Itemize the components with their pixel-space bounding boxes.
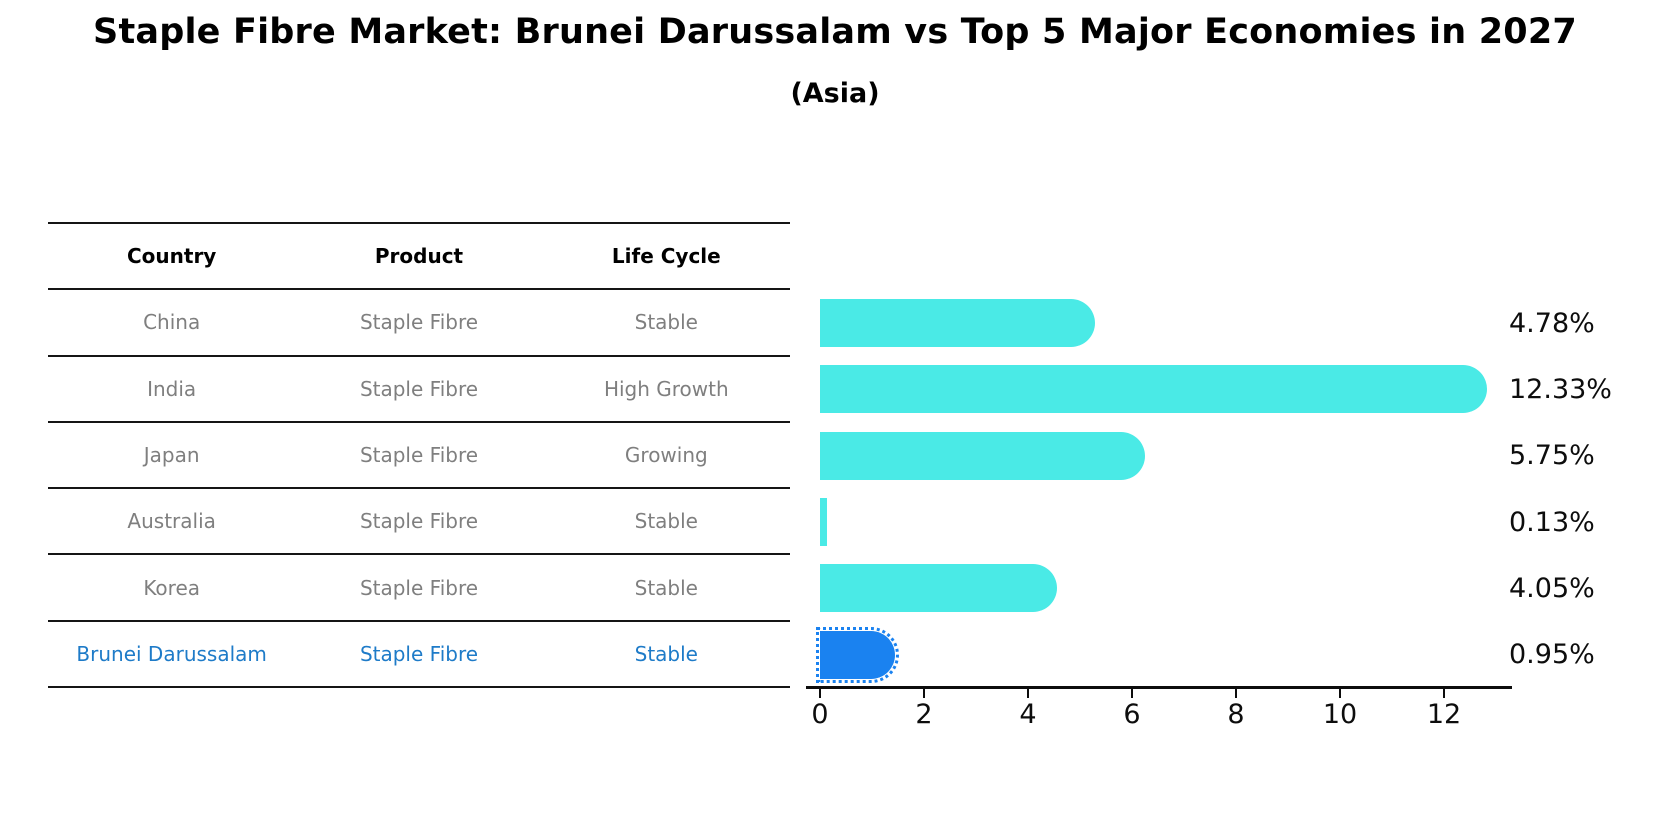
- value-label: 12.33%: [1509, 373, 1612, 405]
- table-row-india: India Staple Fibre High Growth: [48, 357, 790, 423]
- product-cell: Staple Fibre: [359, 641, 479, 666]
- country-cell: India: [147, 376, 197, 401]
- chart-subtitle: (Asia): [790, 78, 880, 109]
- bar-australia: [820, 498, 827, 547]
- life-cycle-cell: Stable: [634, 310, 698, 335]
- life-cycle-cell: Growing: [624, 443, 708, 468]
- value-label: 0.95%: [1509, 639, 1595, 671]
- x-axis-tick-mark: [923, 689, 925, 698]
- life-cycle-cell: High Growth: [603, 376, 729, 401]
- bar-plot-area: [815, 290, 1520, 688]
- country-cell: Korea: [143, 575, 201, 600]
- x-axis-tick-label: 8: [1227, 699, 1245, 730]
- value-label: 4.78%: [1509, 307, 1595, 339]
- country-cell: Japan: [143, 443, 200, 468]
- x-axis-tick-mark: [1443, 689, 1445, 698]
- table-row-korea: Korea Staple Fibre Stable: [48, 555, 790, 622]
- country-cell: Brunei Darussalam: [76, 641, 267, 666]
- bar-brunei-darussalam: [815, 626, 900, 683]
- column-header-product: Product: [374, 244, 464, 269]
- value-label: 4.05%: [1509, 572, 1595, 604]
- product-cell: Staple Fibre: [359, 310, 479, 335]
- product-cell: Staple Fibre: [359, 575, 479, 600]
- life-cycle-cell: Stable: [634, 641, 698, 666]
- x-axis-tick-mark: [1131, 689, 1133, 698]
- table-row-china: China Staple Fibre Stable: [48, 290, 790, 357]
- x-axis-line: [806, 686, 1512, 689]
- column-header-country: Country: [126, 244, 217, 269]
- x-axis-tick-label: 12: [1426, 699, 1462, 730]
- bar-japan: [820, 431, 1145, 480]
- x-axis-tick-mark: [819, 689, 821, 698]
- table-header-row: Country Product Life Cycle: [48, 224, 790, 291]
- table-row-brunei-darussalam: Brunei Darussalam Staple Fibre Stable: [48, 622, 790, 689]
- x-axis-tick-label: 4: [1019, 699, 1037, 730]
- x-axis-tick-mark: [1339, 689, 1341, 698]
- chart-title: Staple Fibre Market: Brunei Darussalam v…: [93, 12, 1577, 52]
- value-label: 0.13%: [1509, 506, 1595, 538]
- country-cell: China: [143, 310, 201, 335]
- table-row-japan: Japan Staple Fibre Growing: [48, 423, 790, 490]
- life-cycle-cell: Stable: [634, 509, 698, 534]
- x-axis-tick-label: 6: [1123, 699, 1141, 730]
- country-cell: Australia: [127, 509, 216, 534]
- bar-china: [820, 299, 1095, 348]
- x-axis-tick-label: 10: [1322, 699, 1358, 730]
- x-axis-tick-mark: [1235, 689, 1237, 698]
- table-row-australia: Australia Staple Fibre Stable: [48, 489, 790, 556]
- product-cell: Staple Fibre: [359, 376, 479, 401]
- value-label: 5.75%: [1509, 440, 1595, 472]
- x-axis-tick-label: 2: [915, 699, 933, 730]
- x-axis-tick-label: 0: [811, 699, 829, 730]
- bar-korea: [820, 564, 1057, 613]
- life-cycle-cell: Stable: [634, 575, 698, 600]
- product-cell: Staple Fibre: [359, 443, 479, 468]
- column-header-life-cycle: Life Cycle: [611, 244, 721, 269]
- x-axis-tick-mark: [1027, 689, 1029, 698]
- bar-india: [820, 365, 1488, 414]
- product-cell: Staple Fibre: [359, 509, 479, 534]
- country-table: Country Product Life Cycle China Staple …: [48, 222, 790, 689]
- value-label-column: 4.78% 12.33% 5.75% 0.13% 4.05% 0.95%: [1509, 290, 1612, 688]
